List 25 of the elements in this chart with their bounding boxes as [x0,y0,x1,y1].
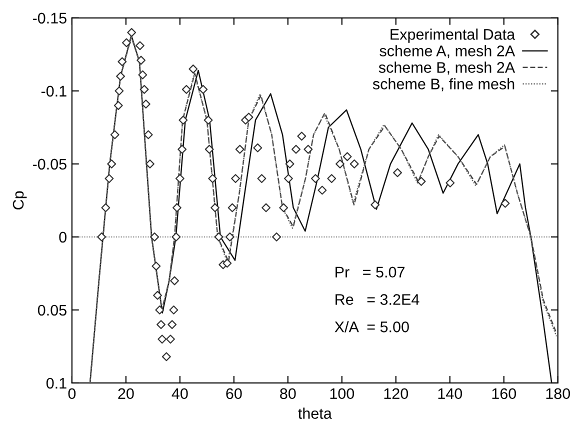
annotation: X/A = 5.00 [334,321,409,332]
legend-label: scheme B, mesh 2A [378,62,516,75]
y-tick-label: 0 [59,232,66,243]
x-axis-title: theta [298,408,332,419]
x-tick-label: 40 [172,388,188,400]
legend-label: Experimental Data [390,28,516,43]
annotation: Re = 3.2E4 [336,294,420,305]
y-tick-label: -0.15 [32,12,66,24]
x-tick-label: 120 [384,388,408,400]
x-tick-label: 180 [546,388,570,400]
x-tick-label: 80 [280,388,296,400]
y-axis-title: Cp [12,191,27,210]
x-tick-label: 60 [226,388,242,400]
y-tick-label: -0.1 [41,86,66,97]
x-tick-label: 160 [492,388,516,400]
y-tick-label: 0.1 [46,378,66,389]
x-tick-label: 100 [330,388,354,400]
legend-label: scheme A, mesh 2A [380,45,516,58]
x-tick-label: 20 [118,388,134,400]
y-tick-label: 0.05 [38,304,66,316]
legend-label: scheme B, fine mesh [372,78,514,92]
annotation: Pr = 5.07 [336,266,404,278]
x-tick-label: 140 [438,388,462,400]
y-tick-label: -0.05 [32,158,66,170]
x-tick-label: 0 [68,388,76,400]
